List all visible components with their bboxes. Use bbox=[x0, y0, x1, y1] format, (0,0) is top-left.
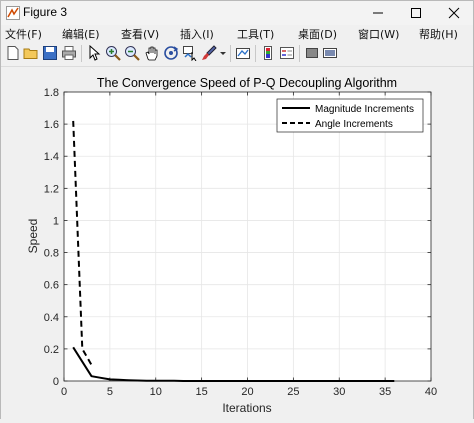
y-tick-label: 0.8 bbox=[44, 248, 59, 260]
y-tick-label: 1.8 bbox=[44, 87, 59, 99]
menu-window[interactable]: 窗口(W) bbox=[358, 28, 400, 41]
plot-lines bbox=[72, 120, 395, 382]
colorbar-icon[interactable] bbox=[260, 45, 276, 61]
toolbar-separator bbox=[299, 45, 300, 62]
data-cursor-icon[interactable] bbox=[182, 45, 198, 61]
menu-bar: 文件(F) 编辑(E) 查看(V) 插入(I) 工具(T) 桌面(D) 窗口(W… bbox=[1, 25, 473, 42]
y-axis-label: Speed bbox=[26, 219, 40, 254]
maximize-button[interactable] bbox=[397, 1, 435, 25]
x-tick-label: 5 bbox=[107, 386, 113, 398]
close-button[interactable] bbox=[435, 1, 473, 25]
figure-canvas: 0 5 10 15 20 25 30 35 40 0 0.2 0.4 0.6 0.8 1 1.2 1.4 1.6 1… bbox=[1, 67, 473, 419]
toolbar-separator bbox=[230, 45, 231, 62]
menu-insert[interactable]: 插入(I) bbox=[180, 28, 214, 41]
x-tick-label: 40 bbox=[425, 386, 437, 398]
brush-dropdown-icon[interactable] bbox=[219, 45, 227, 61]
menu-tools[interactable]: 工具(T) bbox=[237, 28, 275, 41]
legend-label-angle: Angle Increments bbox=[315, 119, 393, 130]
matlab-figure-icon bbox=[6, 6, 20, 20]
magnitude-increments-line[interactable] bbox=[72, 346, 395, 382]
grid-lines bbox=[64, 92, 431, 381]
y-tick-label: 0 bbox=[53, 376, 59, 388]
open-file-icon[interactable] bbox=[23, 45, 39, 61]
y-tick-label: 0.2 bbox=[44, 344, 59, 356]
y-tick-label: 1.6 bbox=[44, 119, 59, 131]
legend[interactable]: Magnitude Increments Angle Increments bbox=[276, 98, 424, 133]
x-tick-label: 15 bbox=[196, 386, 208, 398]
brush-icon[interactable] bbox=[201, 45, 217, 61]
x-tick-label: 20 bbox=[241, 386, 253, 398]
legend-icon[interactable] bbox=[279, 45, 295, 61]
menu-view[interactable]: 查看(V) bbox=[121, 28, 160, 41]
x-tick-label: 30 bbox=[333, 386, 345, 398]
y-tick-label: 0.4 bbox=[44, 312, 59, 324]
x-tick-label: 0 bbox=[61, 386, 67, 398]
minimize-button[interactable] bbox=[359, 1, 397, 25]
window-title: Figure 3 bbox=[23, 5, 68, 19]
x-tick-label: 10 bbox=[150, 386, 162, 398]
new-figure-icon[interactable] bbox=[5, 45, 21, 61]
figure-toolbar bbox=[1, 42, 473, 67]
menu-file[interactable]: 文件(F) bbox=[5, 28, 42, 41]
menu-help[interactable]: 帮助(H) bbox=[419, 28, 458, 41]
print-icon[interactable] bbox=[61, 45, 77, 61]
angle-increments-line[interactable] bbox=[72, 120, 93, 366]
menu-desktop[interactable]: 桌面(D) bbox=[298, 28, 338, 41]
rotate-3d-icon[interactable] bbox=[163, 45, 179, 61]
show-plot-tools-icon[interactable] bbox=[322, 45, 338, 61]
x-axis-label: Iterations bbox=[222, 401, 271, 415]
y-tick-label: 1 bbox=[53, 215, 59, 227]
y-tick-label: 1.4 bbox=[44, 151, 59, 163]
pan-icon[interactable] bbox=[144, 45, 160, 61]
hide-plot-tools-icon[interactable] bbox=[304, 45, 320, 61]
x-tick-label: 25 bbox=[287, 386, 299, 398]
plot-svg: 0 5 10 15 20 25 30 35 40 0 0.2 0.4 0.6 0.8 1 1.2 1.4 1.6 1… bbox=[26, 76, 437, 415]
axis-ticks: 0 5 10 15 20 25 30 35 40 0 0.2 0.4 0.6 0.8 1 1.2 1.4 1.6 1… bbox=[44, 87, 437, 398]
chart-title: The Convergence Speed of P-Q Decoupling … bbox=[97, 76, 397, 90]
menu-edit[interactable]: 编辑(E) bbox=[62, 28, 100, 41]
toolbar-separator bbox=[255, 45, 256, 62]
legend-label-magnitude: Magnitude Increments bbox=[315, 104, 414, 115]
toolbar-separator bbox=[81, 45, 82, 62]
x-tick-label: 35 bbox=[379, 386, 391, 398]
zoom-out-icon[interactable] bbox=[124, 45, 140, 61]
title-bar[interactable]: Figure 3 bbox=[1, 1, 473, 25]
y-tick-label: 0.6 bbox=[44, 280, 59, 292]
y-tick-label: 1.2 bbox=[44, 183, 59, 195]
legend-box bbox=[276, 98, 424, 133]
link-plot-icon[interactable] bbox=[235, 45, 251, 61]
save-icon[interactable] bbox=[42, 45, 58, 61]
zoom-in-icon[interactable] bbox=[105, 45, 121, 61]
pointer-icon[interactable] bbox=[86, 45, 102, 61]
